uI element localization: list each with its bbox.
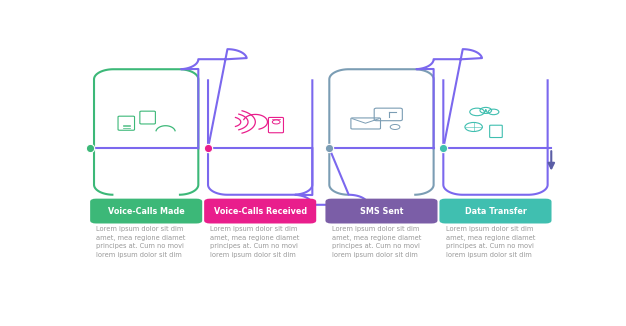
Text: Voice-Calls Received: Voice-Calls Received xyxy=(213,207,307,215)
FancyBboxPatch shape xyxy=(90,199,202,224)
FancyBboxPatch shape xyxy=(326,199,438,224)
FancyBboxPatch shape xyxy=(439,199,552,224)
Text: Lorem ipsum dolor sit dim
amet, mea regione diamet
principes at. Cum no movi
lor: Lorem ipsum dolor sit dim amet, mea regi… xyxy=(96,226,186,258)
Text: SMS Sent: SMS Sent xyxy=(360,207,403,215)
Text: Lorem ipsum dolor sit dim
amet, mea regione diamet
principes at. Cum no movi
lor: Lorem ipsum dolor sit dim amet, mea regi… xyxy=(332,226,421,258)
Text: Lorem ipsum dolor sit dim
amet, mea regione diamet
principes at. Cum no movi
lor: Lorem ipsum dolor sit dim amet, mea regi… xyxy=(446,226,535,258)
Text: Lorem ipsum dolor sit dim
amet, mea regione diamet
principes at. Cum no movi
lor: Lorem ipsum dolor sit dim amet, mea regi… xyxy=(210,226,300,258)
FancyBboxPatch shape xyxy=(204,199,316,224)
Text: Voice-Calls Made: Voice-Calls Made xyxy=(108,207,185,215)
Text: Data Transfer: Data Transfer xyxy=(464,207,526,215)
